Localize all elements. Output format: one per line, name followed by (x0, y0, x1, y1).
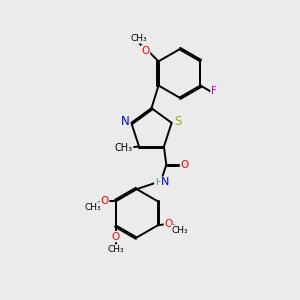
Text: H: H (155, 178, 161, 187)
Text: O: O (142, 46, 150, 56)
Text: CH₃: CH₃ (171, 226, 188, 235)
Text: N: N (121, 115, 130, 128)
Text: O: O (112, 232, 120, 242)
Text: F: F (211, 86, 217, 96)
Text: CH₃: CH₃ (115, 143, 133, 153)
Text: O: O (180, 160, 189, 170)
Text: N: N (161, 177, 170, 187)
Text: CH₃: CH₃ (107, 245, 124, 254)
Text: CH₃: CH₃ (131, 34, 147, 43)
Text: O: O (164, 219, 173, 229)
Text: S: S (174, 115, 181, 128)
Text: CH₃: CH₃ (84, 202, 101, 211)
Text: O: O (100, 196, 109, 206)
